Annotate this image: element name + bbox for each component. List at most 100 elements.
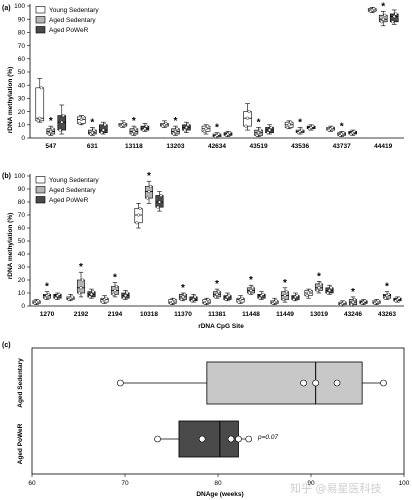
panel-b-y-tick-label: 90 (18, 186, 26, 193)
data-point (175, 127, 179, 131)
legend-swatch (35, 16, 46, 24)
data-point (397, 296, 401, 300)
data-point (205, 300, 209, 304)
data-point (138, 206, 142, 210)
data-point (235, 435, 242, 443)
significance-star: * (132, 116, 136, 127)
data-point (111, 292, 115, 296)
data-point (100, 131, 104, 135)
panel-a-y-tick-label: 50 (18, 69, 26, 76)
box-a-13203-0 (160, 120, 169, 128)
box-a-43737-2 (348, 129, 357, 136)
data-point (181, 295, 185, 299)
data-point (91, 290, 95, 294)
data-point (132, 129, 136, 133)
data-point (380, 20, 384, 24)
box-b-11370-2 (189, 293, 198, 303)
legend-label: Young Sedentary (49, 177, 99, 184)
significance-star: * (173, 116, 177, 127)
legend-swatch (35, 6, 46, 14)
data-point (383, 13, 387, 17)
data-point (103, 123, 107, 127)
panel-b-y-tick-label: 60 (18, 225, 26, 232)
box-b-11370-0 (168, 297, 177, 306)
data-point (122, 296, 126, 300)
data-point (372, 7, 376, 11)
legend-label: Aged PoWeR (49, 27, 89, 34)
data-point (300, 379, 307, 387)
significance-star: * (215, 279, 219, 290)
data-point (159, 193, 163, 197)
data-point (312, 379, 319, 387)
significance-star: * (90, 117, 94, 128)
box-b-11448-2 (257, 291, 266, 300)
box-b-2192-2 (87, 288, 96, 299)
significance-star: * (351, 287, 355, 298)
significance-star: * (385, 282, 389, 293)
box-a-547-0 (35, 78, 45, 123)
box-b-10318-1 (144, 180, 154, 204)
panel-b-x-axis-label: rDNA CpG Site (198, 323, 244, 330)
significance-star: * (381, 1, 385, 12)
box-b-2194-2 (121, 290, 130, 300)
data-point (289, 120, 293, 124)
data-point (38, 116, 42, 120)
data-point (245, 435, 252, 443)
panel-a-y-axis-label: rDNA methylation (%) (7, 67, 14, 134)
panel-b-x-tick-label: 11448 (242, 311, 260, 318)
data-point (376, 299, 380, 303)
data-point (88, 295, 92, 299)
panel-b-y-tick-label: 70 (18, 212, 26, 219)
box-a-13118-1 (129, 125, 139, 136)
panel-b: (b) rDNA methylation (%) rDNA CpG Site 0… (2, 171, 404, 330)
legend-label: Young Sedentary (49, 7, 99, 14)
panel-b-x-tick-label: 2194 (108, 311, 123, 318)
data-point (283, 294, 287, 298)
data-point (381, 17, 385, 21)
significance-star: * (181, 283, 185, 294)
data-point (147, 190, 151, 194)
box-b-11381-2 (223, 292, 232, 302)
box-a-13118-2 (140, 123, 150, 132)
panel-b-x-tick-label: 10318 (140, 311, 158, 318)
data-point (47, 132, 51, 136)
data-point (268, 128, 272, 132)
box-b-43263-2 (393, 296, 402, 303)
panel-a-y-tick-label: 100 (14, 3, 25, 10)
data-point (266, 131, 270, 135)
data-point (60, 120, 64, 124)
box-a-13203-1 (171, 125, 180, 136)
data-point (123, 294, 127, 298)
data-point (117, 379, 124, 387)
panel-c-box-1 (154, 420, 252, 458)
data-point (186, 123, 190, 127)
legend-label: Aged Sedentary (49, 187, 96, 194)
box-a-43519-0 (243, 103, 252, 131)
data-point (125, 291, 129, 295)
data-point (258, 128, 262, 132)
data-point (217, 132, 221, 136)
panel-c-p-value-annotation: p=0.07 (257, 434, 278, 441)
data-point (326, 291, 330, 295)
box-b-13019-1 (314, 280, 324, 294)
panel-b-x-tick-label: 13019 (310, 311, 328, 318)
data-point (305, 294, 309, 298)
panel-c-box-0 (117, 361, 387, 405)
data-point (61, 114, 65, 118)
data-point (156, 205, 160, 209)
panel-a-x-tick-label: 44419 (374, 143, 392, 150)
data-point (342, 300, 346, 304)
data-point (133, 127, 137, 131)
data-point (330, 125, 334, 129)
data-point (349, 303, 353, 307)
significance-star: * (257, 117, 261, 128)
panel-c-x-axis-label: DNAge (weeks) (196, 491, 243, 498)
data-point (247, 110, 251, 114)
significance-star: * (317, 271, 321, 282)
data-point (183, 128, 187, 132)
data-point (333, 379, 341, 387)
panel-b-y-tick-label: 0 (21, 303, 25, 310)
data-point (50, 127, 54, 131)
data-point (281, 298, 285, 302)
box-b-43263-0 (372, 299, 381, 306)
